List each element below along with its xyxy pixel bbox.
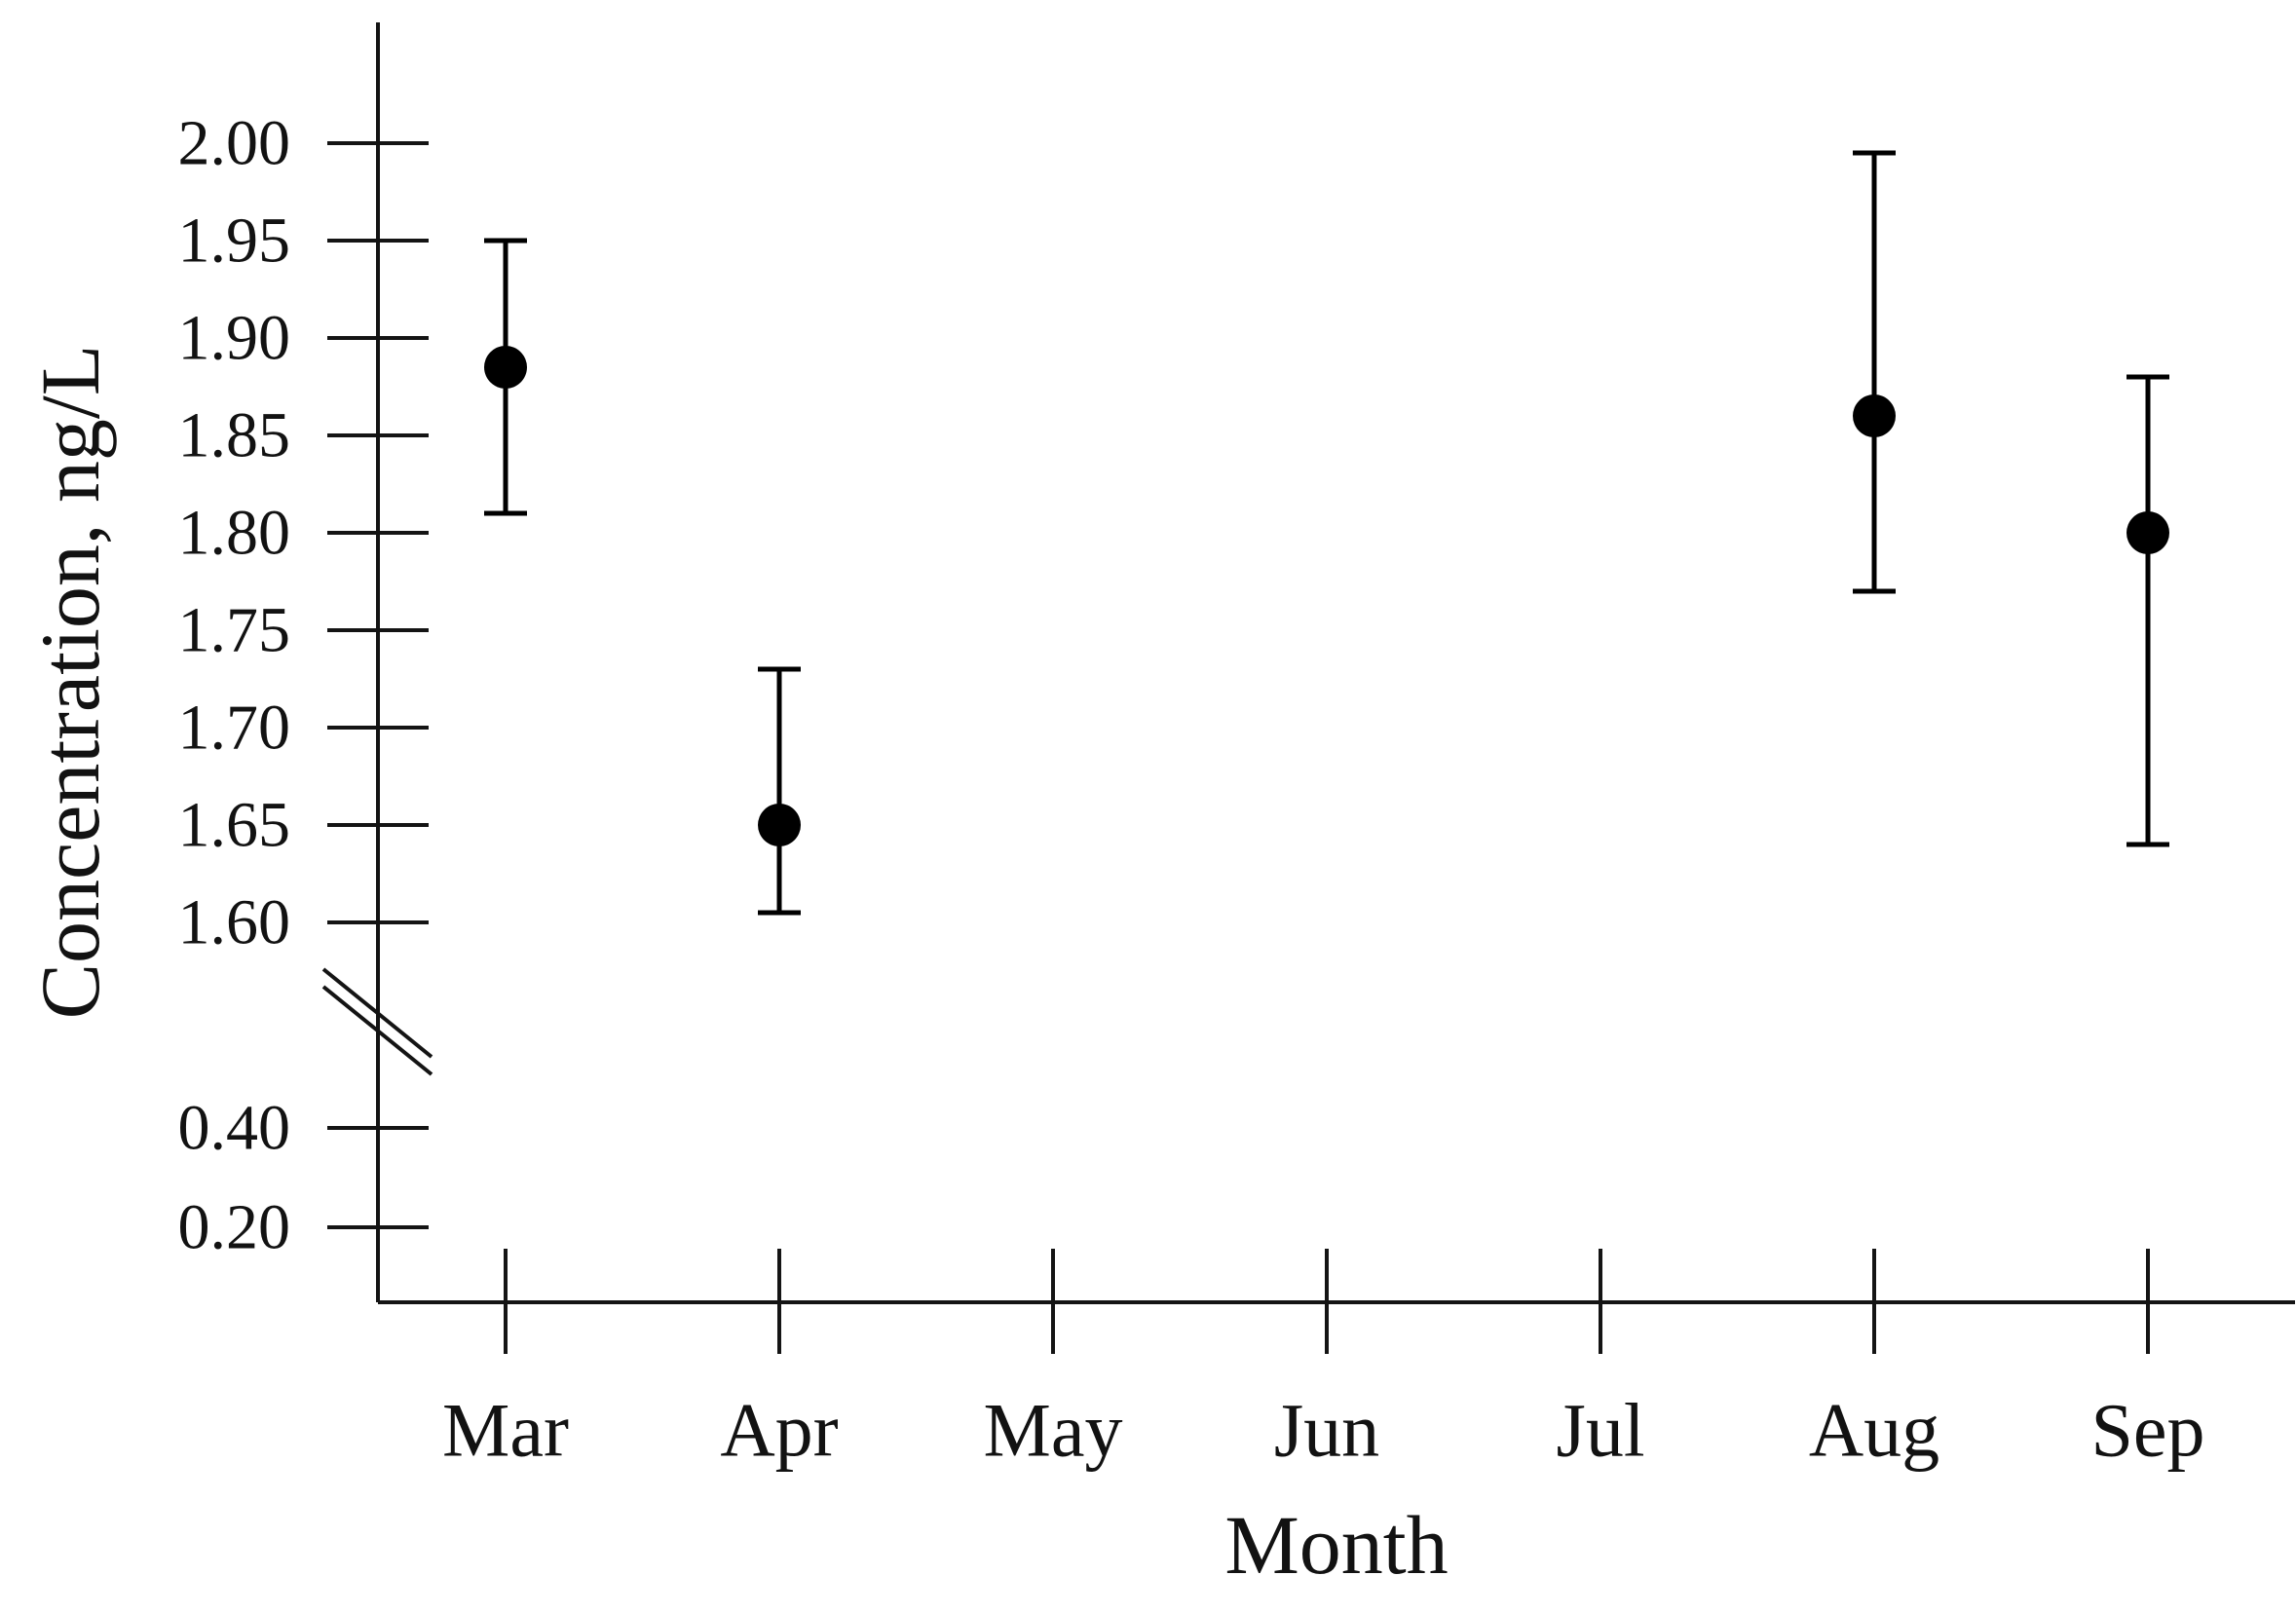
data-point-marker xyxy=(484,346,527,389)
data-point-marker xyxy=(2127,511,2169,554)
x-tick-label: Jul xyxy=(1556,1388,1644,1473)
y-tick-label: 1.85 xyxy=(178,400,291,471)
x-tick-label: May xyxy=(984,1388,1123,1473)
data-point-marker xyxy=(1853,394,1896,437)
y-tick-label: 1.75 xyxy=(178,595,291,666)
x-tick-label: Sep xyxy=(2091,1388,2205,1473)
data-point-aug xyxy=(1853,150,1896,594)
data-point-mar xyxy=(484,238,527,516)
data-point-sep xyxy=(2127,374,2169,847)
x-tick-label: Apr xyxy=(720,1388,838,1473)
y-tick-label: 2.00 xyxy=(178,108,291,179)
y-tick-label: 0.40 xyxy=(178,1093,291,1164)
y-axis-break-slash xyxy=(321,967,433,1059)
x-tick-label: Mar xyxy=(442,1388,569,1473)
data-point-marker xyxy=(758,804,801,846)
x-tick-label: Jun xyxy=(1274,1388,1379,1473)
y-tick-label: 0.20 xyxy=(178,1192,291,1263)
y-tick-label: 1.65 xyxy=(178,790,291,861)
y-tick-label: 1.70 xyxy=(178,693,291,764)
x-axis-title: Month xyxy=(1224,1498,1448,1592)
y-axis-break-slash xyxy=(321,985,433,1076)
y-axis-title: Concentration, ng/L xyxy=(23,345,117,1020)
x-tick-label: Aug xyxy=(1809,1388,1939,1473)
data-point-apr xyxy=(758,666,801,916)
y-tick-label: 1.90 xyxy=(178,303,291,374)
y-tick-label: 1.95 xyxy=(178,206,291,277)
y-tick-label: 1.60 xyxy=(178,887,291,958)
y-tick-label: 1.80 xyxy=(178,498,291,569)
